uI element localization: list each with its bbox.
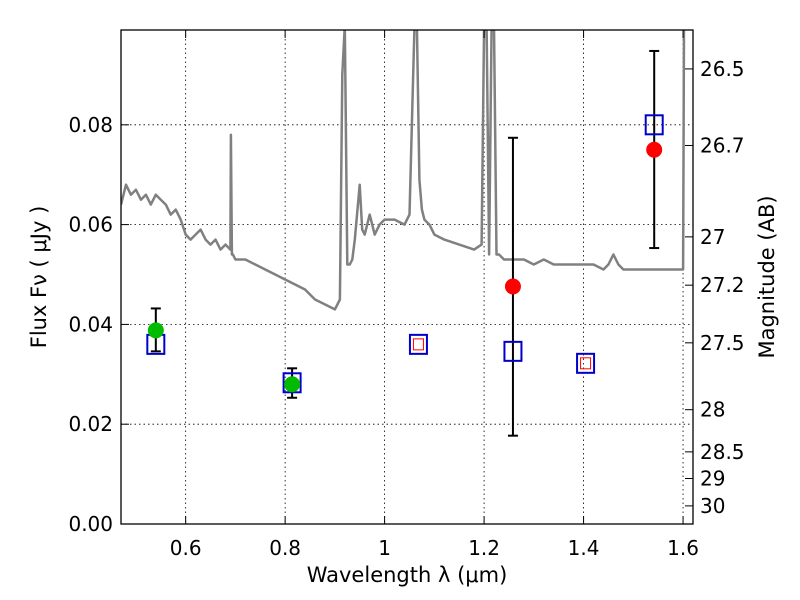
data-point xyxy=(147,322,164,339)
grid xyxy=(121,30,693,524)
magnitude-tick-label: 26.5 xyxy=(700,57,745,81)
ticks: 0.6 0.8 1 1.2 1.4 1.6 0.00 0.02 0.04 0.06 0.08 26.5… xyxy=(68,30,745,560)
x-tick-label: 1.4 xyxy=(568,536,600,560)
x-tick-label: 1.2 xyxy=(468,536,500,560)
magnitude-tick-label: 29 xyxy=(700,466,725,490)
model-square-marker xyxy=(644,114,664,136)
spectrum-line xyxy=(121,30,686,311)
data-point xyxy=(504,278,521,295)
y-tick-label: 0.02 xyxy=(68,412,113,436)
magnitude-tick-label: 27 xyxy=(700,225,725,249)
spectrum-layer xyxy=(121,30,686,311)
data-point xyxy=(284,376,301,393)
model-square-marker xyxy=(408,333,428,355)
magnitude-tick-label: 28 xyxy=(700,398,725,422)
magnitude-tick-label: 26.7 xyxy=(700,133,745,157)
x-tick-label: 1 xyxy=(378,536,391,560)
upper-limit-marker xyxy=(412,338,424,351)
magnitude-tick-label: 30 xyxy=(700,494,725,518)
y-axis-label: Flux Fν ( μJy ) xyxy=(27,206,51,349)
data-point xyxy=(646,141,663,158)
y-tick-label: 0.04 xyxy=(68,312,113,336)
magnitude-tick-label: 28.5 xyxy=(700,440,745,464)
y-tick-label: 0.00 xyxy=(68,512,113,536)
magnitude-axis-label: Magnitude (AB) xyxy=(755,195,779,358)
x-tick-label: 1.6 xyxy=(667,536,699,560)
data-marks xyxy=(146,49,664,437)
y-tick-label: 0.08 xyxy=(68,113,113,137)
x-tick-label: 0.8 xyxy=(269,536,301,560)
magnitude-tick-label: 27.2 xyxy=(700,273,745,297)
upper-limit-marker xyxy=(580,357,592,370)
model-square-marker xyxy=(282,372,302,394)
model-square-marker xyxy=(503,340,523,362)
x-axis-label: Wavelength λ (μm) xyxy=(307,563,508,587)
model-square-marker xyxy=(576,352,596,374)
y-tick-label: 0.06 xyxy=(68,213,113,237)
magnitude-tick-label: 27.5 xyxy=(700,331,745,355)
x-tick-label: 0.6 xyxy=(170,536,202,560)
plot-frame xyxy=(120,29,694,525)
